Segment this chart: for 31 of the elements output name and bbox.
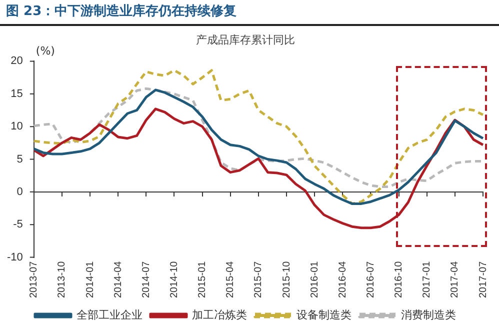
- y-tick-label: -10: [6, 251, 23, 264]
- x-tick-label: 2014-04: [112, 260, 124, 298]
- legend-label: 加工冶炼类: [192, 308, 247, 322]
- x-tick-label: 2015-01: [197, 260, 208, 298]
- x-tick-label: 2013-07: [28, 260, 40, 298]
- x-tick-label: 2013-10: [56, 260, 68, 298]
- x-tick-label: 2015-04: [225, 260, 236, 298]
- x-tick-label: 2016-01: [309, 260, 320, 298]
- x-tick-label: 2015-07: [253, 260, 264, 298]
- y-tick-label: -5: [13, 218, 23, 231]
- legend-label: 全部工业企业: [76, 308, 142, 322]
- x-tick-label: 2014-07: [140, 260, 152, 298]
- chart-title: 图 23：中下游制造业库存仍在持续修复: [0, 0, 499, 26]
- x-tick-label: 2014-01: [84, 260, 96, 298]
- legend-label: 消费制造类: [401, 308, 456, 322]
- x-tick-label: 2016-04: [337, 260, 348, 298]
- chart-subtitle: 产成品库存累计同比: [196, 34, 295, 47]
- x-tick-label: 2016-10: [394, 260, 405, 298]
- x-tick-label: 2017-07: [478, 260, 489, 298]
- x-tick-label: 2017-04: [450, 260, 461, 298]
- y-tick-label: 5: [16, 153, 23, 166]
- x-tick-label: 2015-10: [281, 260, 292, 298]
- y-tick-label: 15: [10, 88, 23, 100]
- y-tick-label: 10: [10, 120, 23, 133]
- x-tick-label: 2014-10: [168, 260, 180, 298]
- x-tick-label: 2017-01: [422, 260, 433, 298]
- legend-label: 设备制造类: [296, 308, 352, 322]
- x-tick-label: 2016-07: [365, 260, 376, 298]
- y-axis-title: (%): [36, 44, 55, 58]
- y-tick-label: 20: [10, 55, 23, 68]
- y-tick-label: 0: [16, 186, 23, 198]
